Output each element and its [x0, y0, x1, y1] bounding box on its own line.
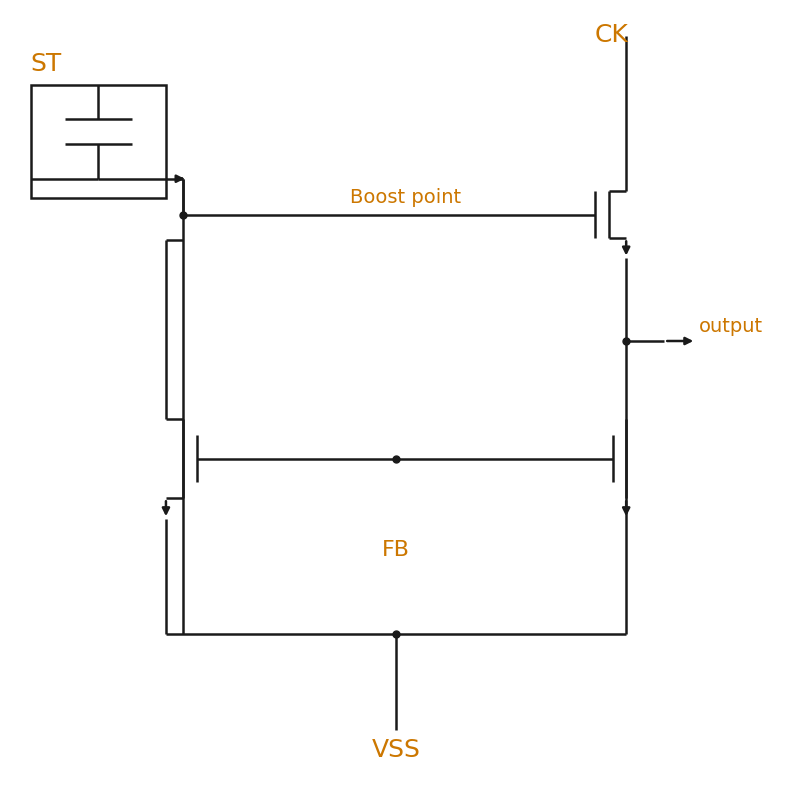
Text: FB: FB — [382, 540, 410, 560]
Text: ST: ST — [31, 52, 62, 76]
Text: CK: CK — [594, 23, 628, 47]
Text: Boost point: Boost point — [350, 188, 460, 206]
Text: output: output — [698, 318, 762, 336]
Text: VSS: VSS — [371, 738, 420, 762]
Bar — [31, 85, 165, 198]
